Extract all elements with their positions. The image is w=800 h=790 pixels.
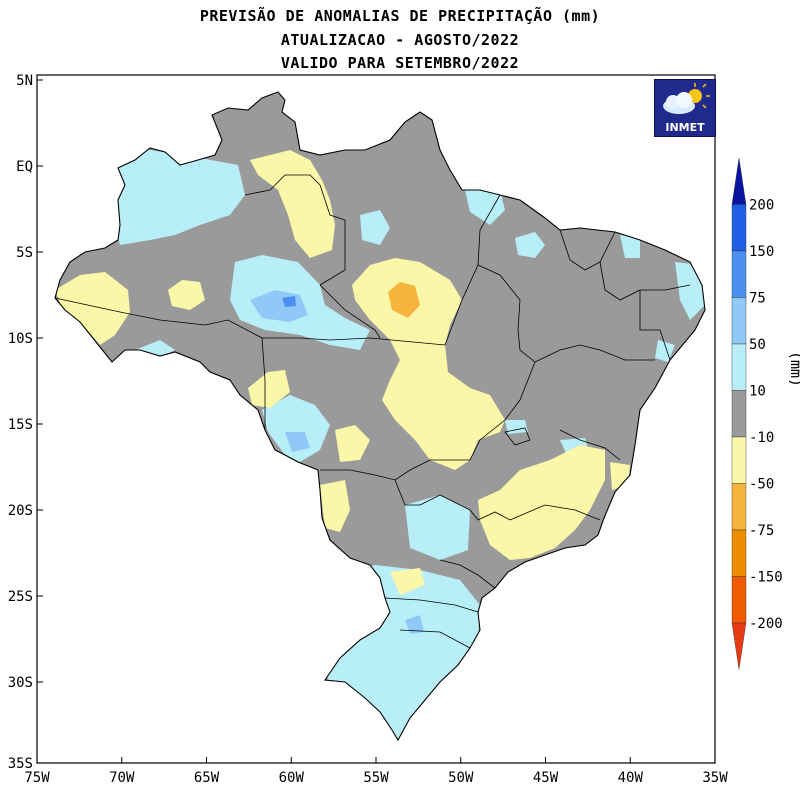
lat-label: 30S (8, 675, 33, 691)
legend-swatch (731, 390, 747, 438)
state-boundaries (54, 174, 691, 649)
legend-label: -75 (749, 523, 774, 539)
anomaly-negative-amazonas (168, 280, 205, 310)
latitude-labels: 5N EQ 5S 10S 15S 20S 25S 30S 35S (8, 73, 33, 772)
axis-ticks (37, 79, 715, 763)
anomaly-positive-alagoas (655, 340, 675, 362)
lon-label: 40W (618, 770, 644, 786)
anomaly-negative-roraima (250, 150, 335, 258)
legend-swatch (731, 576, 747, 624)
logo-text: INMET (665, 121, 705, 134)
anomaly-negative-parana (390, 568, 425, 595)
lon-label: 70W (109, 770, 135, 786)
lat-label: 35S (8, 756, 33, 772)
legend-label: 200 (749, 198, 774, 214)
legend-label: 50 (749, 337, 766, 353)
lat-label: 5S (16, 245, 33, 261)
longitude-labels: 75W 70W 65W 60W 55W 50W 45W 40W 35W (24, 770, 728, 786)
lat-label: 20S (8, 503, 33, 519)
legend-label: -200 (749, 616, 783, 632)
anomaly-negative-central (352, 258, 505, 470)
legend-label: 150 (749, 244, 774, 260)
anomaly-positive-maranhao (515, 232, 545, 258)
anomaly-positive-ms (405, 495, 470, 560)
anomaly-positive-para (360, 210, 390, 245)
legend-label: -50 (749, 477, 774, 493)
legend-swatch (731, 483, 747, 531)
legend-label: 10 (749, 384, 766, 400)
legend-swatch (731, 436, 747, 484)
legend-swatch (731, 250, 747, 298)
title-line-1: PREVISÃO DE ANOMALIAS DE PRECIPITAÇÃO (m… (199, 7, 601, 25)
lon-label: 35W (702, 770, 728, 786)
legend-label: -150 (749, 570, 783, 586)
lon-label: 50W (448, 770, 474, 786)
inmet-logo: INMET (654, 79, 716, 137)
anomaly-strong-negative (388, 282, 420, 318)
anomaly-negative-ms-west (320, 480, 350, 532)
legend-label: 75 (749, 291, 766, 307)
legend-swatch (731, 297, 747, 345)
lon-label: 65W (194, 770, 220, 786)
lon-label: 55W (363, 770, 389, 786)
anomaly-moderate-positive-south (405, 615, 424, 634)
lon-label: 45W (533, 770, 559, 786)
legend-swatch (731, 622, 747, 670)
anomaly-negative-mt (335, 425, 370, 462)
lon-label: 75W (24, 770, 50, 786)
anomaly-negative-amazonas-south (248, 370, 290, 408)
color-legend: 200 150 75 50 10 -10 -50 -75 -150 -200 (731, 157, 783, 670)
lat-label: 5N (16, 73, 33, 89)
anomaly-positive-rondonia (262, 395, 330, 462)
lat-label: 15S (8, 417, 33, 433)
title-line-3: VALIDO PARA SETEMBRO/2022 (280, 54, 520, 72)
legend-swatch (731, 343, 747, 391)
lon-label: 60W (279, 770, 305, 786)
lat-label: 10S (8, 331, 33, 347)
anomaly-moderate-positive-rondonia (285, 432, 310, 452)
legend-swatch (731, 529, 747, 577)
legend-swatch (731, 157, 747, 205)
lat-label: EQ (16, 159, 33, 175)
anomaly-positive-nw-amazon (110, 150, 245, 245)
legend-swatch (731, 204, 747, 252)
cloud-sun-icon (663, 83, 710, 114)
anomaly-negative-southeast (478, 445, 605, 560)
legend-label: -10 (749, 430, 774, 446)
anomaly-negative-west-amazon (55, 272, 130, 345)
anomaly-positive-goias (505, 420, 528, 434)
anomaly-positive-ceara (620, 235, 640, 258)
anomaly-positive-amapa (465, 190, 505, 225)
anomaly-high-positive (282, 296, 296, 307)
legend-unit: (mm) (787, 350, 800, 388)
title-line-2: ATUALIZACAO - AGOSTO/2022 (280, 31, 520, 49)
lat-label: 25S (8, 589, 33, 605)
